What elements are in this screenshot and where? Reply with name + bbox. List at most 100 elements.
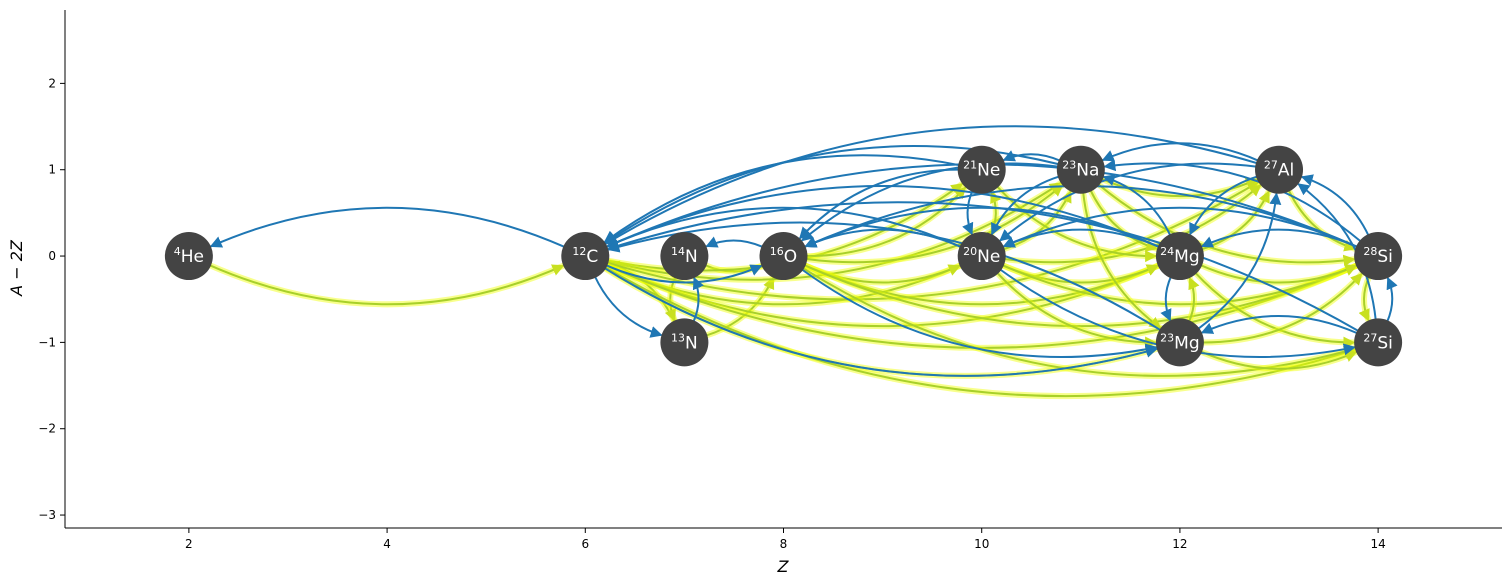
node-circle-si27 xyxy=(1354,318,1403,367)
node-mass-ne21: 21 xyxy=(963,159,977,172)
edge-reverse-n13-o16 xyxy=(705,276,775,337)
node-circle-al27 xyxy=(1255,145,1304,194)
edge-forward-c12-he4 xyxy=(209,206,566,249)
x-tick-label: 8 xyxy=(780,537,788,551)
edge-forward-al27-na23 xyxy=(1101,142,1260,162)
x-tick-label: 2 xyxy=(185,537,193,551)
edge-reverse-c12-mg24 xyxy=(604,263,1159,328)
node-label-mg24: 24Mg xyxy=(1160,245,1199,267)
edge-forward-o16-n14 xyxy=(705,236,764,249)
node-mass-n13: 13 xyxy=(671,331,685,344)
node-na23: 23Na xyxy=(1056,145,1105,194)
node-he4: 4He xyxy=(164,232,213,281)
edge-forward-si28-mg24 xyxy=(1200,228,1359,249)
edge-forward-si27-si28 xyxy=(1386,276,1398,323)
y-tick-label: 1 xyxy=(48,163,56,177)
node-label-o16: 16O xyxy=(770,245,797,267)
node-circle-ne20 xyxy=(957,232,1006,281)
edge-forward-mg23-al27 xyxy=(1197,192,1282,331)
node-si27: 27Si xyxy=(1354,318,1403,367)
node-symbol-n13: N xyxy=(685,333,698,353)
node-symbol-ne20: Ne xyxy=(977,247,1000,267)
edge-forward-na23-o16 xyxy=(800,162,1060,242)
node-circle-o16 xyxy=(759,232,808,281)
node-label-c12: 12C xyxy=(572,245,598,267)
edge-reverse-ne20-si28 xyxy=(1001,263,1358,306)
edge-reverse-na23-si28 xyxy=(1097,183,1356,267)
edge-forward-si27-mg23 xyxy=(1200,315,1359,335)
edge-forward-mg24-mg23 xyxy=(1160,275,1173,322)
x-tick-label: 12 xyxy=(1172,537,1187,551)
x-tick-label: 6 xyxy=(581,537,589,551)
edge-reverse-o16-ne21 xyxy=(805,186,967,258)
y-tick-label: −3 xyxy=(38,508,56,522)
edge-forward-ne20-c12 xyxy=(606,206,963,249)
node-o16: 16O xyxy=(759,232,808,281)
edge-forward-c12-mg23 xyxy=(603,266,1158,377)
node-n14: 14N xyxy=(660,232,709,281)
edge-forward-o16-mg23 xyxy=(800,268,1158,359)
edge-reverse-mg24-si27 xyxy=(1194,271,1356,349)
edge-forward-na23-ne21 xyxy=(1002,150,1062,162)
y-axis-label: A − 2Z xyxy=(7,239,26,297)
node-symbol-mg23: Mg xyxy=(1174,333,1199,353)
node-label-mg23: 23Mg xyxy=(1160,331,1199,353)
edge-forward-na23-ne20 xyxy=(990,175,1061,236)
node-symbol-mg24: Mg xyxy=(1174,247,1199,267)
x-axis-label: Z xyxy=(777,557,790,576)
node-circle-n13 xyxy=(660,318,709,367)
edge-reverse-he4-c12 xyxy=(208,263,565,306)
edge-reverse-o16-si28 xyxy=(803,263,1358,328)
y-tick-label: −2 xyxy=(38,422,56,436)
edge-forward-si28-na23 xyxy=(1103,159,1362,243)
node-symbol-si28: Si xyxy=(1377,247,1393,267)
node-label-si27: 27Si xyxy=(1363,331,1393,353)
node-symbol-he4: He xyxy=(181,247,204,267)
node-mg23: 23Mg xyxy=(1155,318,1204,367)
node-symbol-o16: O xyxy=(784,247,797,267)
node-mass-ne20: 20 xyxy=(963,245,977,258)
edge-reverse-c12-si27 xyxy=(603,266,1357,398)
node-mass-na23: 23 xyxy=(1062,159,1076,172)
node-symbol-al27: Al xyxy=(1278,161,1294,181)
node-symbol-c12: C xyxy=(586,247,598,267)
node-label-na23: 23Na xyxy=(1062,159,1099,181)
node-label-ne21: 21Ne xyxy=(963,159,1000,181)
edge-forward-al27-c12 xyxy=(604,125,1259,245)
node-ne21: 21Ne xyxy=(957,145,1006,194)
edge-forward-al27-mg24 xyxy=(1189,175,1259,236)
node-al27: 27Al xyxy=(1255,145,1304,194)
node-mg24: 24Mg xyxy=(1155,232,1204,281)
node-circle-mg23 xyxy=(1155,318,1204,367)
edge-forward-mg24-c12 xyxy=(606,185,1161,249)
y-ticks: −3 −2 −1 0 1 2 xyxy=(38,76,65,522)
node-symbol-n14: N xyxy=(685,247,698,267)
edge-reverse-mg23-si27 xyxy=(1199,350,1358,370)
node-circle-c12 xyxy=(561,232,610,281)
edge-forward-mg24-o16 xyxy=(804,206,1161,249)
edge-reverse-o16-si27 xyxy=(801,266,1357,377)
edge-forward-al27-ne20 xyxy=(999,162,1258,242)
edge-forward-si28-ne20 xyxy=(1002,206,1359,249)
node-symbol-si27: Si xyxy=(1377,333,1393,353)
node-mass-mg24: 24 xyxy=(1160,245,1174,258)
node-circle-mg24 xyxy=(1155,232,1204,281)
edge-reverse-ne20-al27 xyxy=(1003,184,1262,264)
edge-reverse-na23-mg23 xyxy=(1082,191,1162,329)
node-mass-si27: 27 xyxy=(1363,331,1377,344)
node-mass-mg23: 23 xyxy=(1160,331,1174,344)
node-circle-si28 xyxy=(1354,232,1403,281)
x-tick-label: 10 xyxy=(974,537,989,551)
edge-forward-mg24-na23 xyxy=(1102,174,1172,237)
x-tick-label: 14 xyxy=(1370,537,1385,551)
node-ne20: 20Ne xyxy=(957,232,1006,281)
node-c12: 12C xyxy=(561,232,610,281)
y-tick-label: −1 xyxy=(38,335,56,349)
node-mass-al27: 27 xyxy=(1264,159,1278,172)
node-label-ne20: 20Ne xyxy=(963,245,1000,267)
edge-reverse-mg23-si28 xyxy=(1201,272,1363,344)
edge-forward-si28-al27 xyxy=(1300,174,1370,237)
node-label-n14: 14N xyxy=(671,245,698,267)
